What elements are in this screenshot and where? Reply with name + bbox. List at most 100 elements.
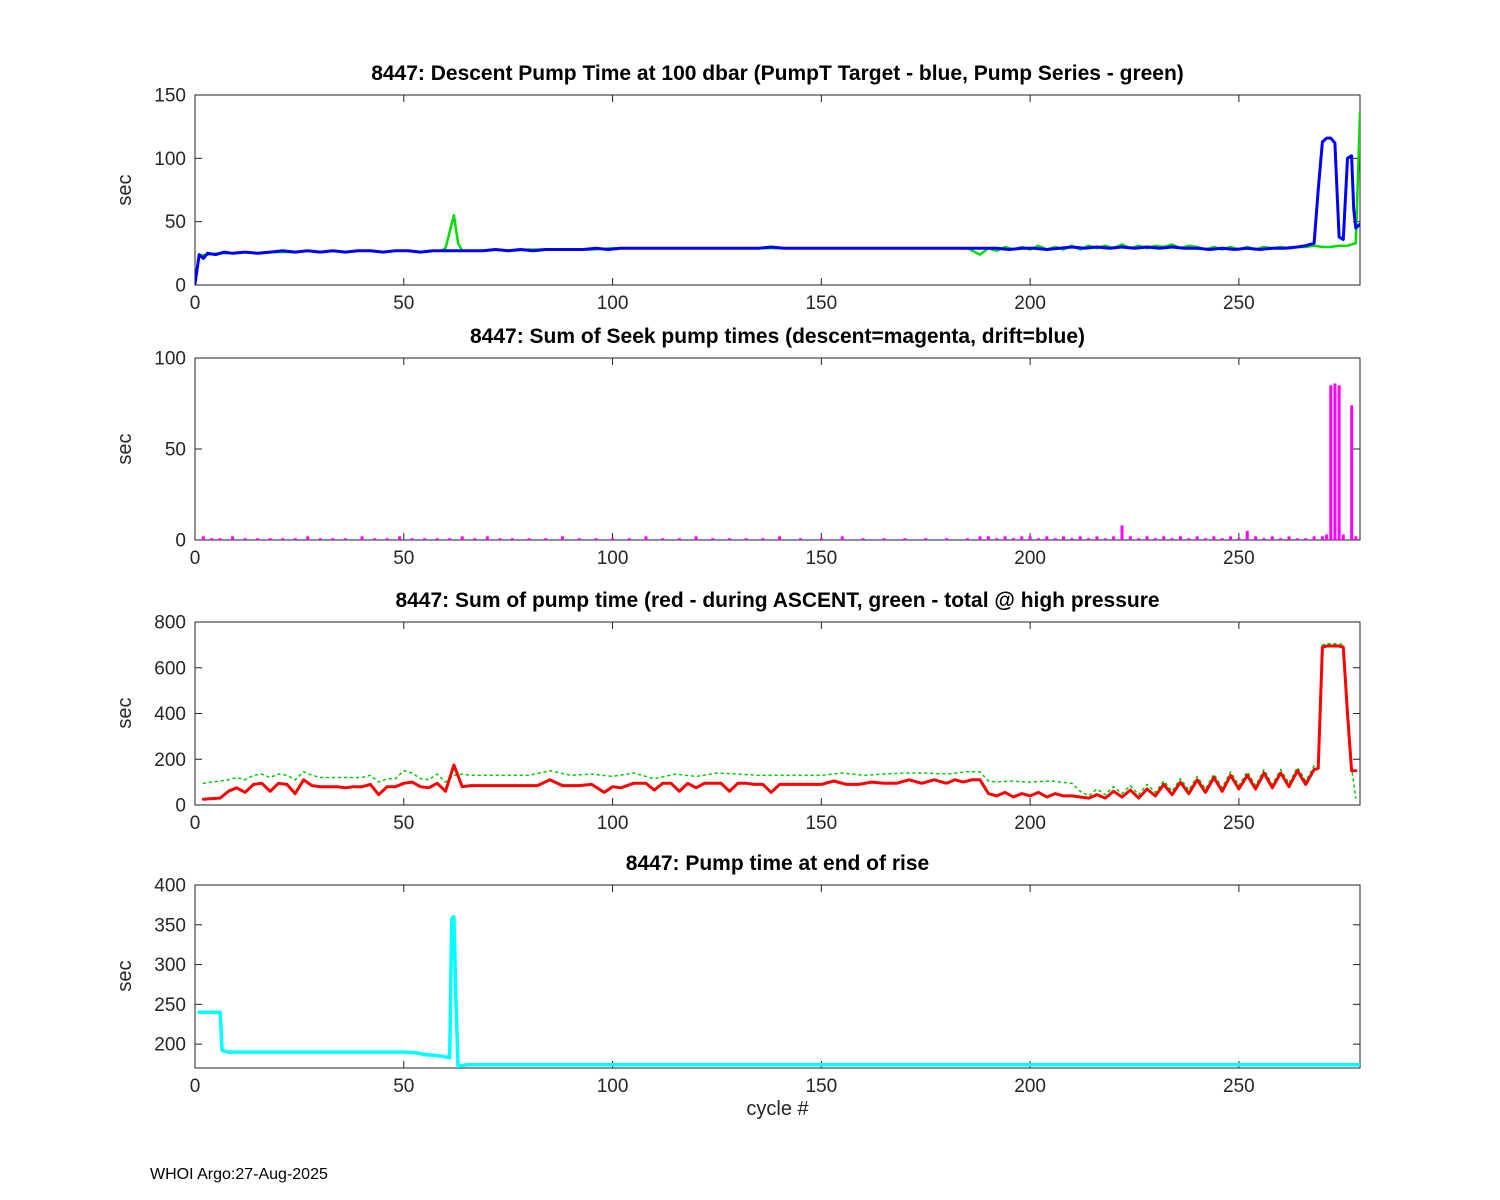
series-descent-bar: [1341, 534, 1345, 540]
y-tick-label: 200: [154, 1035, 186, 1056]
subplot4-ylabel: sec: [114, 960, 136, 992]
series-descent-bar: [318, 538, 322, 540]
series-descent-bar: [1153, 538, 1157, 540]
x-tick-label: 150: [805, 293, 837, 314]
series-descent-bar: [1020, 536, 1024, 540]
x-tick-label: 200: [1014, 1076, 1046, 1097]
series-descent-bar: [1062, 536, 1066, 540]
series-descent-bar: [1095, 536, 1099, 540]
series-descent-bar: [978, 536, 982, 540]
series-descent-bar: [1053, 538, 1057, 540]
series-descent-bar: [965, 538, 969, 540]
series-descent-bar: [410, 538, 414, 540]
series-descent-bar: [1128, 536, 1132, 540]
series-descent-bar: [945, 538, 949, 540]
x-tick-label: 100: [597, 548, 629, 569]
subplot3-title: 8447: Sum of pump time (red - during ASC…: [395, 589, 1160, 612]
x-tick-label: 100: [597, 813, 629, 834]
y-tick-label: 800: [154, 613, 186, 634]
series-descent-bar: [1103, 538, 1107, 540]
x-tick-label: 150: [805, 1076, 837, 1097]
series-descent-bar: [627, 538, 631, 540]
series-descent-bar: [473, 538, 477, 540]
series-descent-bar: [343, 538, 347, 540]
y-tick-label: 50: [165, 212, 186, 233]
series-descent-bar: [360, 536, 364, 540]
series-descent-bar: [1262, 538, 1266, 540]
series-descent-bar: [435, 538, 439, 540]
x-tick-label: 200: [1014, 293, 1046, 314]
axes-box: [194, 357, 1361, 541]
series-descent-bar: [1287, 536, 1291, 540]
series-descent-bar: [218, 538, 222, 540]
axes-box: [194, 884, 1361, 1069]
series-descent-bar: [1333, 383, 1337, 540]
series-descent-bar: [577, 538, 581, 540]
y-tick-label: 0: [175, 796, 186, 817]
axes-box: [194, 94, 1361, 286]
y-tick-label: 0: [175, 276, 186, 297]
y-tick-label: 100: [154, 349, 186, 370]
x-tick-label: 50: [393, 293, 414, 314]
x-tick-label: 100: [597, 293, 629, 314]
series-descent-bar: [1229, 536, 1233, 540]
series-descent-bar: [694, 536, 698, 540]
series-descent-bar: [485, 536, 489, 540]
axes-box: [194, 621, 1361, 806]
series-descent-bar: [1329, 385, 1333, 540]
series-descent-bar: [594, 538, 598, 540]
series-pump-series: [197, 111, 1360, 258]
y-tick-label: 400: [154, 704, 186, 725]
series-descent-bar: [1112, 536, 1116, 540]
subplot1-ylabel: sec: [114, 174, 136, 206]
x-tick-label: 50: [393, 813, 414, 834]
series-descent-bar: [1354, 536, 1358, 540]
series-descent-bar: [1028, 536, 1032, 540]
series-descent-bar: [677, 538, 681, 540]
series-descent-bar: [385, 538, 389, 540]
x-tick-label: 0: [190, 813, 201, 834]
series-descent-bar: [995, 538, 999, 540]
series-descent-bar: [1212, 536, 1216, 540]
series-descent-bar: [1162, 536, 1166, 540]
series-descent-bar: [1304, 538, 1308, 540]
series-descent-bar: [903, 538, 907, 540]
series-descent-bar: [448, 538, 452, 540]
series-descent-bar: [460, 536, 464, 540]
series-descent-bar: [1078, 536, 1082, 540]
series-descent-bar: [201, 536, 205, 540]
subplot-4: 0 50 100 150 200 250 200 250 300 350 400: [154, 876, 1361, 1097]
x-tick-label: 0: [190, 1076, 201, 1097]
series-descent-bar: [1254, 536, 1258, 540]
series-descent-bar: [373, 538, 377, 540]
series-descent-bar: [986, 536, 990, 540]
subplot2-ylabel: sec: [114, 433, 136, 465]
subplot1-title: 8447: Descent Pump Time at 100 dbar (Pum…: [371, 62, 1184, 85]
series-pumpt-target: [195, 136, 1360, 285]
x-tick-label: 250: [1223, 548, 1255, 569]
subplot-2: 0 50 100 150 200 250 0 50 100: [154, 349, 1361, 569]
x-tick-label: 250: [1223, 813, 1255, 834]
series-descent-bar: [1070, 538, 1074, 540]
series-descent-bar: [861, 538, 865, 540]
series-descent-bar: [1237, 538, 1241, 540]
series-descent-bar: [1350, 405, 1354, 540]
y-tick-label: 50: [165, 440, 186, 461]
series-descent-bar: [306, 536, 310, 540]
series-descent-bar: [778, 536, 782, 540]
series-descent-bar: [210, 538, 214, 540]
y-tick-label: 200: [154, 750, 186, 771]
series-descent-bar: [1011, 538, 1015, 540]
y-tick-label: 0: [175, 531, 186, 552]
series-descent-bar: [840, 536, 844, 540]
y-tick-label: 100: [154, 149, 186, 170]
series-descent-bar: [268, 538, 272, 540]
series-descent-bar: [1320, 536, 1324, 540]
x-tick-label: 0: [190, 548, 201, 569]
series-descent-bar: [1337, 385, 1341, 540]
x-tick-label: 200: [1014, 813, 1046, 834]
series-descent-bar: [1270, 536, 1274, 540]
series-descent-bar: [761, 538, 765, 540]
x-tick-label: 150: [805, 548, 837, 569]
